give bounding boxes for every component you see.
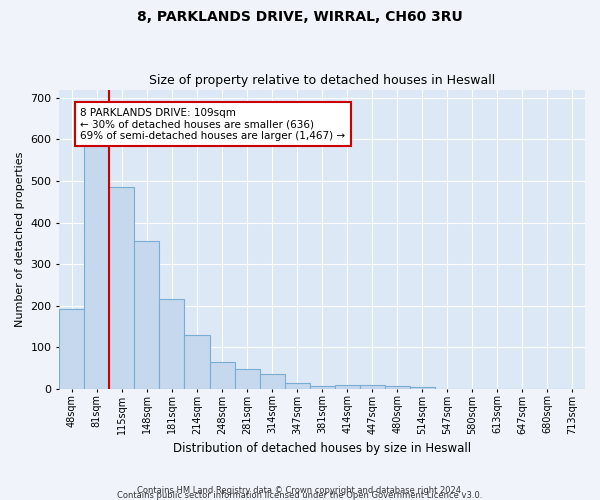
Bar xyxy=(134,241,160,388)
Bar xyxy=(109,187,134,388)
Bar xyxy=(410,386,435,388)
Bar xyxy=(209,362,235,388)
Bar xyxy=(235,369,260,388)
Y-axis label: Number of detached properties: Number of detached properties xyxy=(15,152,25,327)
Bar xyxy=(284,383,310,388)
Bar xyxy=(310,386,335,388)
Text: 8, PARKLANDS DRIVE, WIRRAL, CH60 3RU: 8, PARKLANDS DRIVE, WIRRAL, CH60 3RU xyxy=(137,10,463,24)
Title: Size of property relative to detached houses in Heswall: Size of property relative to detached ho… xyxy=(149,74,495,87)
X-axis label: Distribution of detached houses by size in Heswall: Distribution of detached houses by size … xyxy=(173,442,471,455)
Text: Contains HM Land Registry data © Crown copyright and database right 2024.: Contains HM Land Registry data © Crown c… xyxy=(137,486,463,495)
Bar xyxy=(160,300,184,388)
Bar xyxy=(335,384,360,388)
Bar xyxy=(59,308,85,388)
Bar xyxy=(385,386,410,388)
Bar xyxy=(184,334,209,388)
Text: 8 PARKLANDS DRIVE: 109sqm
← 30% of detached houses are smaller (636)
69% of semi: 8 PARKLANDS DRIVE: 109sqm ← 30% of detac… xyxy=(80,108,346,140)
Bar xyxy=(85,146,109,388)
Bar xyxy=(260,374,284,388)
Text: Contains public sector information licensed under the Open Government Licence v3: Contains public sector information licen… xyxy=(118,491,482,500)
Bar xyxy=(360,384,385,388)
